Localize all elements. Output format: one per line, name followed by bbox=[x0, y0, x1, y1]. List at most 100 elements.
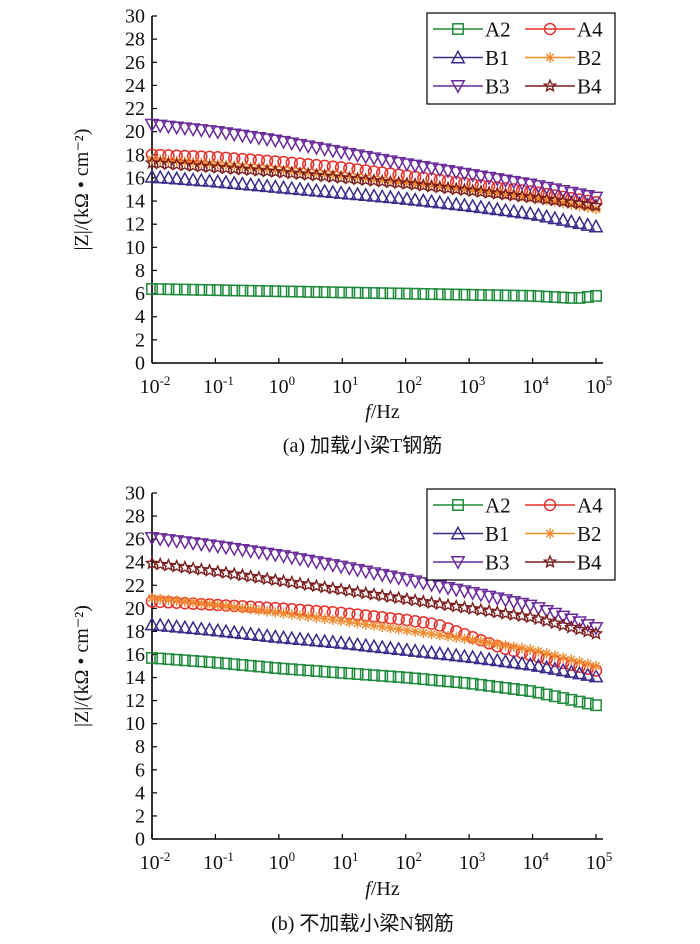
data-point-B1 bbox=[292, 631, 308, 646]
data-point-B2 bbox=[230, 161, 239, 170]
data-point-B1 bbox=[539, 659, 555, 674]
y-tick-label: 4 bbox=[135, 306, 145, 328]
data-point-B4 bbox=[531, 190, 546, 205]
data-point-B4 bbox=[300, 577, 316, 592]
y-tick-label: 16 bbox=[125, 644, 145, 666]
y-tick-label: 0 bbox=[135, 829, 145, 851]
data-point-B3 bbox=[440, 165, 456, 179]
data-point-B3 bbox=[234, 544, 250, 558]
data-point-B2 bbox=[246, 163, 255, 172]
data-point-B3 bbox=[234, 129, 250, 144]
data-point-B4 bbox=[333, 170, 349, 184]
data-point-B4 bbox=[333, 582, 349, 596]
data-point-A2 bbox=[384, 670, 397, 683]
data-point-A2 bbox=[228, 658, 241, 671]
y-tick-label: 22 bbox=[125, 98, 145, 120]
data-point-B1 bbox=[448, 647, 464, 662]
legend-marker bbox=[545, 529, 555, 538]
legend-item-B4: B4 bbox=[525, 551, 602, 575]
data-point-B3 bbox=[160, 120, 176, 135]
data-point-B2 bbox=[336, 616, 346, 626]
data-point-B3 bbox=[539, 181, 555, 196]
x-tick-label: 100 bbox=[269, 373, 296, 398]
data-point-B1 bbox=[473, 650, 489, 665]
data-point-B1 bbox=[317, 183, 333, 198]
data-point-B2 bbox=[164, 156, 173, 165]
data-point-A2 bbox=[516, 289, 528, 302]
y-tick-label: 12 bbox=[125, 214, 145, 236]
data-point-A2 bbox=[450, 676, 463, 689]
data-point-B4 bbox=[572, 621, 587, 636]
data-point-B4 bbox=[342, 170, 357, 185]
data-point-B3 bbox=[440, 582, 456, 596]
data-point-B2 bbox=[369, 621, 379, 630]
x-tick-label: 101 bbox=[332, 373, 359, 398]
data-point-B1 bbox=[407, 643, 423, 657]
data-point-B3 bbox=[366, 567, 382, 581]
data-point-B3 bbox=[226, 542, 242, 557]
x-axis-title: f/Hz bbox=[365, 401, 400, 423]
data-point-B3 bbox=[210, 540, 226, 555]
y-tick-label: 30 bbox=[125, 6, 145, 28]
data-point-A2 bbox=[540, 688, 553, 701]
data-point-A2 bbox=[417, 287, 430, 300]
data-point-B1 bbox=[185, 620, 201, 635]
data-point-B3 bbox=[202, 125, 218, 139]
data-point-B3 bbox=[350, 149, 366, 164]
data-point-A2 bbox=[524, 289, 537, 302]
data-point-B4 bbox=[374, 588, 390, 602]
data-point-B2 bbox=[476, 637, 486, 646]
data-point-B1 bbox=[555, 212, 571, 226]
data-point-B4 bbox=[547, 192, 563, 207]
data-point-B3 bbox=[152, 119, 168, 134]
legend-box bbox=[426, 488, 616, 581]
data-point-B3 bbox=[498, 594, 514, 608]
data-point-B4 bbox=[506, 187, 522, 202]
data-point-B4 bbox=[399, 591, 415, 606]
data-point-B4 bbox=[317, 168, 332, 183]
data-point-B3 bbox=[432, 163, 448, 178]
legend-marker bbox=[452, 23, 464, 35]
y-tick-label: 6 bbox=[135, 759, 145, 781]
data-point-A2 bbox=[261, 285, 274, 298]
y-tick-label: 12 bbox=[125, 690, 145, 712]
data-point-B1 bbox=[522, 656, 538, 671]
data-point-A2 bbox=[310, 286, 323, 298]
y-tick-label: 26 bbox=[125, 529, 145, 551]
data-point-B1 bbox=[456, 648, 472, 663]
data-point-B1 bbox=[333, 635, 349, 649]
chart-caption: (b) 不加载小梁N钢筋 bbox=[271, 912, 454, 935]
data-point-B1 bbox=[563, 664, 579, 678]
data-point-B1 bbox=[152, 169, 168, 184]
legend-marker bbox=[543, 498, 557, 512]
data-point-B1 bbox=[218, 174, 234, 189]
y-tick-label: 20 bbox=[125, 121, 145, 143]
data-point-B3 bbox=[399, 158, 415, 173]
data-point-B1 bbox=[341, 185, 357, 200]
data-point-B4 bbox=[580, 623, 596, 638]
data-point-B1 bbox=[160, 618, 176, 632]
data-point-B4 bbox=[309, 167, 324, 182]
data-point-A2 bbox=[474, 678, 487, 691]
data-point-B3 bbox=[218, 541, 234, 556]
data-point-B2 bbox=[583, 659, 592, 669]
data-point-B4 bbox=[539, 191, 554, 206]
data-point-A4 bbox=[211, 598, 225, 612]
data-point-B3 bbox=[226, 128, 242, 143]
data-point-B3 bbox=[506, 175, 522, 190]
data-point-A2 bbox=[162, 283, 175, 296]
data-point-A2 bbox=[162, 653, 175, 666]
data-point-B4 bbox=[473, 184, 489, 199]
data-point-B2 bbox=[205, 159, 214, 168]
data-point-B1 bbox=[465, 198, 481, 213]
legend-marker bbox=[542, 554, 558, 569]
data-point-B4 bbox=[490, 604, 505, 619]
data-point-B3 bbox=[267, 548, 283, 563]
data-point-B3 bbox=[547, 183, 563, 198]
data-point-B1 bbox=[588, 218, 604, 233]
x-tick-label: 102 bbox=[395, 849, 422, 874]
data-point-B3 bbox=[382, 155, 398, 170]
data-point-B4 bbox=[358, 585, 374, 600]
data-point-B2 bbox=[484, 638, 494, 647]
data-point-B2 bbox=[493, 639, 502, 649]
